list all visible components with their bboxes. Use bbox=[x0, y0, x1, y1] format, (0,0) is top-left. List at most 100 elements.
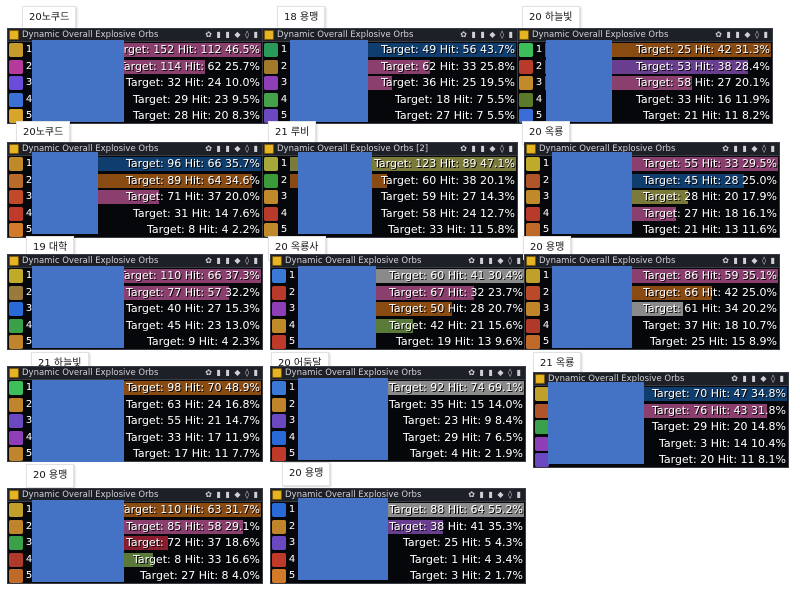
meter-toolbar-icons[interactable]: ✿ ▮ ▮ ◆ ◊ ▮ bbox=[468, 490, 522, 499]
meter-titlebar[interactable]: Dynamic Overall Explosive Orbs ✿ ▮ ▮ ◆ ◊ … bbox=[8, 489, 262, 502]
meter-title: Dynamic Overall Explosive Orbs bbox=[285, 490, 422, 500]
row-values: Target: 60 Hit: 41 30.4% bbox=[388, 269, 523, 282]
class-spec-icon bbox=[9, 206, 23, 221]
meter-row[interactable]: 4 Target: 33 Hit: 16 11.9% bbox=[518, 92, 772, 109]
class-spec-icon bbox=[264, 109, 278, 123]
meter-row[interactable]: 5 Target: 27 Hit: 8 4.0% bbox=[8, 568, 262, 583]
meter-toolbar-icons[interactable]: ✿ ▮ ▮ ◆ ◊ ▮ bbox=[205, 30, 259, 39]
meter-row[interactable]: 3 Target: 55 Hit: 21 14.7% bbox=[8, 413, 262, 430]
meter-menu-icon[interactable] bbox=[264, 144, 274, 154]
meter-menu-icon[interactable] bbox=[272, 368, 282, 378]
meter-menu-icon[interactable] bbox=[526, 256, 536, 266]
meter-row[interactable]: 4 Target: 31 Hit: 14 7.6% bbox=[8, 206, 262, 223]
meter-row[interactable]: 5 Target: 8 Hit: 4 2.2% bbox=[8, 222, 262, 237]
meter-row[interactable]: 3 Target: 23 Hit: 9 8.4% bbox=[271, 413, 525, 430]
meter-row[interactable]: 4 Target: 18 Hit: 7 5.5% bbox=[263, 92, 517, 109]
row-values: Target: 50 Hit: 28 20.7% bbox=[388, 302, 523, 315]
meter-row[interactable]: 3 Target: 25 Hit: 5 4.3% bbox=[271, 535, 525, 552]
meter-titlebar[interactable]: Dynamic Overall Explosive Orbs ✿ ▮ ▮ ◆ ◊ … bbox=[8, 367, 262, 380]
meter-titlebar[interactable]: Dynamic Overall Explosive Orbs ✿ ▮ ▮ ◆ ◊ … bbox=[8, 255, 262, 268]
row-values: Target: 27 Hit: 7 5.5% bbox=[394, 109, 515, 122]
row-values: Target: 114 Hit: 62 25.7% bbox=[118, 59, 260, 73]
row-rank: 3 bbox=[280, 191, 288, 202]
meter-titlebar[interactable]: Dynamic Overall Explosive Orbs ✿ ▮ ▮ ◆ ◊ … bbox=[271, 367, 525, 380]
meter-toolbar-icons[interactable]: ✿ ▮ ▮ ◆ ◊ ▮ bbox=[715, 30, 769, 39]
meter-toolbar-icons[interactable]: ✿ ▮ ▮ ◆ ◊ ▮ bbox=[731, 374, 785, 383]
meter-row[interactable]: 5 Target: 25 Hit: 15 8.9% bbox=[525, 334, 779, 349]
row-values: Target: 17 Hit: 11 7.7% bbox=[132, 447, 260, 460]
meter-row[interactable]: 3 Target: 59 Hit: 27 14.3% bbox=[263, 189, 517, 206]
row-rank: 1 bbox=[280, 158, 288, 169]
meter-row[interactable]: 5 Target: 4 Hit: 2 1.9% bbox=[271, 446, 525, 461]
meter-toolbar-icons[interactable]: ✿ ▮ ▮ ◆ ◊ ▮ bbox=[205, 256, 259, 265]
meter-row[interactable]: 5 Target: 17 Hit: 11 7.7% bbox=[8, 446, 262, 461]
meter-toolbar-icons[interactable]: ✿ ▮ ▮ ◆ ◊ ▮ bbox=[460, 144, 514, 153]
row-values: Target: 55 Hit: 33 29.5% bbox=[642, 157, 777, 170]
class-spec-icon bbox=[526, 223, 540, 237]
meter-row[interactable]: 5 Target: 19 Hit: 13 9.6% bbox=[271, 334, 525, 349]
row-rank: 3 bbox=[288, 415, 296, 426]
meter-row[interactable]: 3 Target: 32 Hit: 24 10.0% bbox=[8, 75, 262, 92]
row-rank: 3 bbox=[25, 415, 33, 426]
class-spec-icon bbox=[272, 569, 286, 583]
meter-row[interactable]: 2 Target: 63 Hit: 24 16.8% bbox=[8, 397, 262, 414]
meter-menu-icon[interactable] bbox=[535, 374, 545, 384]
panel-caption-label: 21 루비 bbox=[268, 121, 317, 145]
meter-menu-icon[interactable] bbox=[9, 144, 19, 154]
meter-toolbar-icons[interactable]: ✿ ▮ ▮ ◆ ◊ ▮ bbox=[468, 368, 522, 377]
meter-row[interactable]: 5 Target: 27 Hit: 7 5.5% bbox=[263, 108, 517, 123]
meter-toolbar-icons[interactable]: ✿ ▮ ▮ ◆ ◊ ▮ bbox=[468, 256, 522, 265]
row-values: Target: 123 Hit: 89 47.1% bbox=[373, 157, 515, 170]
meter-row[interactable]: 4 Target: 37 Hit: 18 10.7% bbox=[525, 318, 779, 335]
meter-menu-icon[interactable] bbox=[519, 30, 529, 40]
class-spec-icon bbox=[535, 387, 549, 401]
meter-toolbar-icons[interactable]: ✿ ▮ ▮ ◆ ◊ ▮ bbox=[722, 256, 776, 265]
meter-menu-icon[interactable] bbox=[272, 256, 282, 266]
meter-titlebar[interactable]: Dynamic Overall Explosive Orbs ✿ ▮ ▮ ◆ ◊ … bbox=[271, 255, 525, 268]
row-rank: 2 bbox=[535, 60, 543, 72]
meter-menu-icon[interactable] bbox=[264, 30, 274, 40]
meter-title: Dynamic Overall Explosive Orbs [2] bbox=[277, 144, 429, 154]
name-redaction-block bbox=[552, 152, 632, 234]
row-values: Target: 4 Hit: 2 1.9% bbox=[409, 447, 523, 460]
meter-menu-icon[interactable] bbox=[9, 368, 19, 378]
meter-row[interactable]: 2 Target: 35 Hit: 15 14.0% bbox=[271, 397, 525, 414]
meter-row[interactable]: 4 Target: 58 Hit: 24 12.7% bbox=[263, 206, 517, 223]
row-values: Target: 28 Hit: 20 8.3% bbox=[132, 109, 260, 122]
meter-titlebar[interactable]: Dynamic Overall Explosive Orbs ✿ ▮ ▮ ◆ ◊ … bbox=[263, 29, 517, 42]
row-rank: 1 bbox=[280, 44, 288, 55]
meter-toolbar-icons[interactable]: ✿ ▮ ▮ ◆ ◊ ▮ bbox=[722, 144, 776, 153]
row-values: Target: 33 Hit: 11 5.8% bbox=[387, 223, 515, 236]
meter-row[interactable]: 5 Target: 3 Hit: 2 1.7% bbox=[271, 568, 525, 583]
meter-titlebar[interactable]: Dynamic Overall Explosive Orbs ✿ ▮ ▮ ◆ ◊ … bbox=[525, 255, 779, 268]
class-spec-icon bbox=[272, 269, 286, 283]
meter-toolbar-icons[interactable]: ✿ ▮ ▮ ◆ ◊ ▮ bbox=[205, 144, 259, 153]
meter-titlebar[interactable]: Dynamic Overall Explosive Orbs ✿ ▮ ▮ ◆ ◊ … bbox=[8, 29, 262, 42]
meter-menu-icon[interactable] bbox=[272, 490, 282, 500]
meter-toolbar-icons[interactable]: ✿ ▮ ▮ ◆ ◊ ▮ bbox=[460, 30, 514, 39]
class-spec-icon bbox=[272, 414, 286, 428]
meter-row[interactable]: 5 Target: 33 Hit: 11 5.8% bbox=[263, 222, 517, 237]
meter-row[interactable]: 4 Target: 45 Hit: 23 13.0% bbox=[8, 318, 262, 335]
meter-row[interactable]: 3 Target: 40 Hit: 27 15.3% bbox=[8, 301, 262, 318]
meter-row[interactable]: 4 Target: 29 Hit: 7 6.5% bbox=[271, 430, 525, 447]
meter-row[interactable]: 5 Target: 9 Hit: 4 2.3% bbox=[8, 334, 262, 349]
meter-row[interactable]: 5 Target: 28 Hit: 20 8.3% bbox=[8, 108, 262, 123]
meter-row[interactable]: 5 Target: 21 Hit: 11 8.2% bbox=[518, 108, 772, 123]
row-values: Target: 53 Hit: 38 28.4% bbox=[635, 59, 770, 73]
meter-menu-icon[interactable] bbox=[9, 490, 19, 500]
meter-row[interactable]: 4 Target: 1 Hit: 4 3.4% bbox=[271, 552, 525, 569]
meter-menu-icon[interactable] bbox=[9, 30, 19, 40]
meter-toolbar-icons[interactable]: ✿ ▮ ▮ ◆ ◊ ▮ bbox=[205, 490, 259, 499]
meter-menu-icon[interactable] bbox=[526, 144, 536, 154]
meter-row[interactable]: 5 Target: 21 Hit: 13 11.6% bbox=[525, 222, 779, 237]
row-rank: 5 bbox=[535, 110, 543, 121]
meter-titlebar[interactable]: Dynamic Overall Explosive Orbs ✿ ▮ ▮ ◆ ◊ … bbox=[518, 29, 772, 42]
meter-row[interactable]: 4 Target: 29 Hit: 23 9.5% bbox=[8, 92, 262, 109]
meter-row[interactable]: 4 Target: 33 Hit: 17 11.9% bbox=[8, 430, 262, 447]
row-values: Target: 58 Hit: 24 12.7% bbox=[380, 206, 515, 220]
meter-toolbar-icons[interactable]: ✿ ▮ ▮ ◆ ◊ ▮ bbox=[205, 368, 259, 377]
meter-menu-icon[interactable] bbox=[9, 256, 19, 266]
row-rank: 4 bbox=[25, 93, 33, 105]
